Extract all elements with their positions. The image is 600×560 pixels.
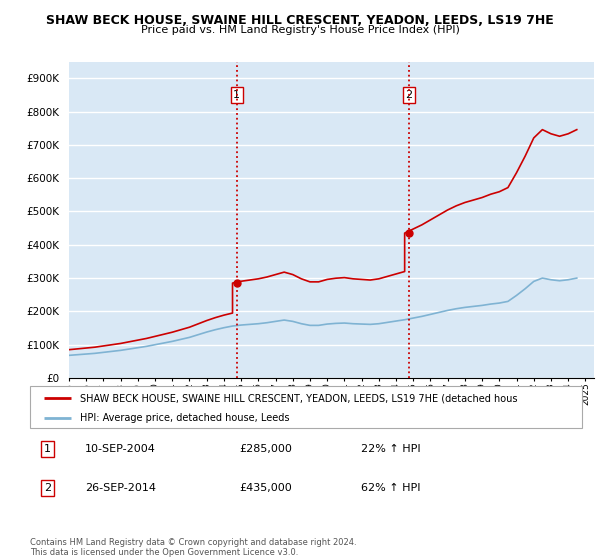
Text: SHAW BECK HOUSE, SWAINE HILL CRESCENT, YEADON, LEEDS, LS19 7HE (detached hous: SHAW BECK HOUSE, SWAINE HILL CRESCENT, Y…	[80, 393, 517, 403]
Text: 1: 1	[44, 444, 51, 454]
Text: Price paid vs. HM Land Registry's House Price Index (HPI): Price paid vs. HM Land Registry's House …	[140, 25, 460, 35]
Text: 2: 2	[44, 483, 51, 493]
Text: 22% ↑ HPI: 22% ↑ HPI	[361, 444, 421, 454]
Text: Contains HM Land Registry data © Crown copyright and database right 2024.
This d: Contains HM Land Registry data © Crown c…	[30, 538, 356, 557]
Text: 62% ↑ HPI: 62% ↑ HPI	[361, 483, 421, 493]
Text: 2: 2	[406, 90, 413, 100]
Text: £285,000: £285,000	[240, 444, 293, 454]
Text: SHAW BECK HOUSE, SWAINE HILL CRESCENT, YEADON, LEEDS, LS19 7HE: SHAW BECK HOUSE, SWAINE HILL CRESCENT, Y…	[46, 14, 554, 27]
Text: 26-SEP-2014: 26-SEP-2014	[85, 483, 156, 493]
FancyBboxPatch shape	[30, 386, 582, 428]
Text: £435,000: £435,000	[240, 483, 293, 493]
Text: HPI: Average price, detached house, Leeds: HPI: Average price, detached house, Leed…	[80, 413, 289, 423]
Text: 10-SEP-2004: 10-SEP-2004	[85, 444, 156, 454]
Text: 1: 1	[233, 90, 241, 100]
